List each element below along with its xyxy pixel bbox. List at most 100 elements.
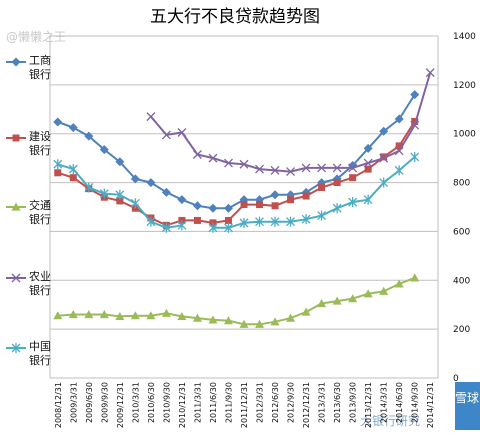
watermark-bottom-middle: 大银行研究 xyxy=(360,413,420,428)
x-tick-label: 2010/12/31 xyxy=(178,382,187,428)
data-point xyxy=(239,217,249,228)
x-tick-label: 2008/12/31 xyxy=(54,382,63,428)
data-point xyxy=(363,289,373,298)
data-point xyxy=(161,308,171,317)
data-point xyxy=(223,203,233,213)
data-point xyxy=(224,216,232,224)
data-point xyxy=(364,165,372,173)
data-point xyxy=(379,177,389,188)
data-point xyxy=(99,145,109,155)
data-point xyxy=(255,319,265,328)
data-point xyxy=(69,174,77,182)
data-point-stroke xyxy=(317,163,327,173)
legend-swatch-marker-stroke xyxy=(11,273,21,283)
data-point-stroke xyxy=(270,165,280,175)
data-point xyxy=(332,163,342,173)
legend-label: 银行 xyxy=(29,67,51,81)
data-point xyxy=(54,169,62,177)
data-point xyxy=(411,118,419,125)
data-point xyxy=(255,164,264,174)
series-line xyxy=(57,156,416,229)
legend-label: 工商 xyxy=(29,53,51,67)
data-point xyxy=(302,192,310,200)
x-tick-label: 2013/12/31 xyxy=(364,382,373,428)
series-layer xyxy=(53,68,435,328)
data-point xyxy=(301,307,311,316)
data-point xyxy=(84,309,94,319)
data-point xyxy=(395,142,403,150)
data-point xyxy=(53,159,63,170)
data-point xyxy=(146,178,156,188)
y-tick-label: 1400 xyxy=(453,32,476,42)
data-point xyxy=(410,273,420,282)
data-point xyxy=(270,165,280,175)
legend-label: 中国 xyxy=(29,340,51,353)
data-point xyxy=(84,131,94,141)
x-tick-label: 2013/6/30 xyxy=(333,382,342,423)
xueqiu-logo-badge xyxy=(455,382,480,430)
data-point xyxy=(224,158,233,168)
data-point xyxy=(394,114,404,124)
data-point xyxy=(349,174,357,182)
series-2 xyxy=(54,118,419,229)
data-point xyxy=(317,210,327,221)
data-point-stroke xyxy=(286,167,296,177)
legend-swatch-marker xyxy=(11,57,21,67)
legend-label: 银行 xyxy=(29,143,51,157)
data-point-stroke xyxy=(332,163,342,173)
data-point xyxy=(192,150,202,159)
data-point xyxy=(208,315,218,324)
x-tick-label: 2013/9/30 xyxy=(349,382,358,423)
data-point-stroke xyxy=(301,163,311,173)
data-point xyxy=(394,146,404,156)
y-tick-label: 800 xyxy=(453,179,470,189)
data-point xyxy=(68,123,78,133)
x-tick-label: 2014/9/30 xyxy=(411,382,420,423)
y-tick-label: 1000 xyxy=(453,130,476,140)
legend-label: 银行 xyxy=(29,353,51,367)
data-point xyxy=(130,174,140,184)
x-tick-label: 2013/3/31 xyxy=(318,382,327,423)
legend-label: 银行 xyxy=(29,283,51,297)
data-point xyxy=(192,201,202,211)
watermark-top-left: @懒懒之王 xyxy=(6,30,66,44)
data-point xyxy=(115,311,125,321)
data-point xyxy=(380,153,388,161)
data-point xyxy=(255,216,264,227)
x-tick-label: 2014/12/31 xyxy=(426,382,435,428)
xueqiu-logo-text: 雪球 xyxy=(455,391,479,405)
x-tick-label: 2010/3/31 xyxy=(131,382,140,423)
series-5 xyxy=(53,151,420,233)
data-point xyxy=(208,203,218,213)
legend-label: 建设 xyxy=(29,129,51,143)
data-point xyxy=(363,194,373,205)
data-point xyxy=(379,153,389,163)
data-point xyxy=(115,157,125,167)
data-point xyxy=(333,179,341,187)
data-point xyxy=(146,216,156,227)
data-point xyxy=(53,311,63,320)
data-point-stroke xyxy=(363,158,373,168)
y-tick-label: 600 xyxy=(453,227,470,237)
data-point xyxy=(410,151,420,162)
data-point xyxy=(379,286,389,295)
data-point xyxy=(99,309,109,319)
data-point xyxy=(239,159,249,169)
series-line xyxy=(57,276,416,326)
x-tick-label: 2009/12/31 xyxy=(116,382,125,428)
data-point xyxy=(177,195,187,205)
y-tick-label: 400 xyxy=(453,276,470,286)
data-point xyxy=(286,167,296,177)
data-point-stroke xyxy=(425,68,435,78)
data-point xyxy=(286,313,296,322)
y-tick-label: 1200 xyxy=(453,81,476,91)
data-point-stroke xyxy=(146,112,156,122)
data-point xyxy=(410,90,420,100)
grid-layer xyxy=(49,35,439,379)
